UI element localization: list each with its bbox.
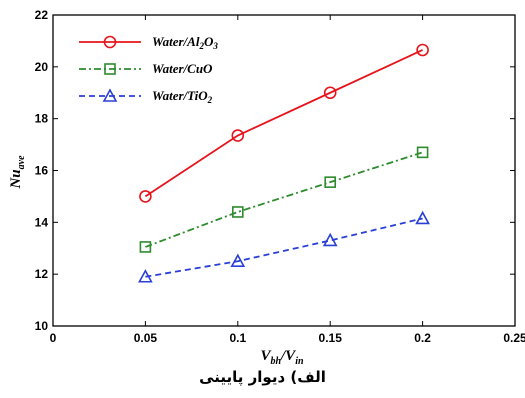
series-line	[144, 49, 423, 198]
figure-caption: الف) دیوار پایینی	[199, 368, 326, 386]
x-tick-label: 0.15	[319, 331, 343, 345]
x-tick-label: 0.2	[414, 331, 431, 345]
data-point	[138, 269, 153, 283]
data-point	[416, 146, 429, 159]
data-point	[415, 210, 430, 225]
x-tick-label: 0.25	[503, 331, 525, 345]
data-point	[230, 253, 246, 268]
x-axis-label-sub1: bh	[270, 356, 281, 367]
y-axis-label-sub: ave	[16, 155, 27, 169]
series-line	[145, 217, 423, 278]
data-point	[322, 232, 338, 247]
series-Water/CuO	[139, 146, 429, 253]
data-point	[231, 129, 245, 142]
legend-item: Water/CuO	[79, 61, 213, 76]
data-point	[139, 190, 152, 203]
y-axis-label: Nuave	[8, 155, 27, 190]
series-Water/Al2O3	[139, 43, 429, 203]
legend-marker	[104, 63, 116, 75]
y-tick-label: 18	[35, 112, 49, 126]
plot-frame	[52, 14, 516, 327]
x-tick-label: 0.05	[134, 331, 158, 345]
legend-label-sub: 3	[212, 41, 218, 51]
y-tick-label: 22	[35, 8, 49, 22]
legend-label-part: Water/TiO	[152, 88, 208, 103]
legend-marker	[103, 35, 117, 49]
y-tick-label: 12	[35, 267, 49, 281]
legend-label-part: Water/CuO	[152, 61, 213, 76]
legend-label-part: O	[204, 34, 214, 49]
series-line	[145, 151, 423, 248]
legend-label-part: Water/Al	[152, 34, 200, 49]
x-axis-label-sep: /V	[280, 348, 297, 364]
y-tick-label: 16	[35, 164, 49, 178]
y-tick-label: 10	[35, 319, 49, 333]
legend-label-sub: 2	[207, 95, 213, 105]
x-axis-label-sub2: in	[295, 356, 304, 367]
legend-marker	[102, 88, 118, 102]
y-tick-label: 14	[35, 215, 49, 229]
series-Water/TiO2	[138, 210, 430, 283]
legend-label: Water/Al2O3	[152, 34, 218, 51]
x-axis-label-main: V	[260, 348, 272, 364]
legend-label: Water/TiO2	[152, 88, 213, 105]
data-point	[323, 86, 337, 100]
y-tick-label: 20	[35, 60, 49, 74]
x-tick-label: 0	[50, 331, 57, 345]
data-point	[139, 241, 152, 253]
legend-label: Water/CuO	[152, 61, 213, 76]
y-axis-label-main: Nu	[8, 169, 24, 189]
legend-item: Water/Al2O3	[79, 34, 218, 51]
x-axis-label: Vbh/Vin	[260, 348, 304, 367]
legend-label-sub: 2	[198, 41, 204, 51]
data-point	[416, 43, 429, 57]
data-point	[324, 176, 337, 188]
legend-item: Water/TiO2	[79, 88, 213, 105]
x-tick-label: 0.1	[229, 331, 246, 345]
data-point	[232, 206, 244, 218]
